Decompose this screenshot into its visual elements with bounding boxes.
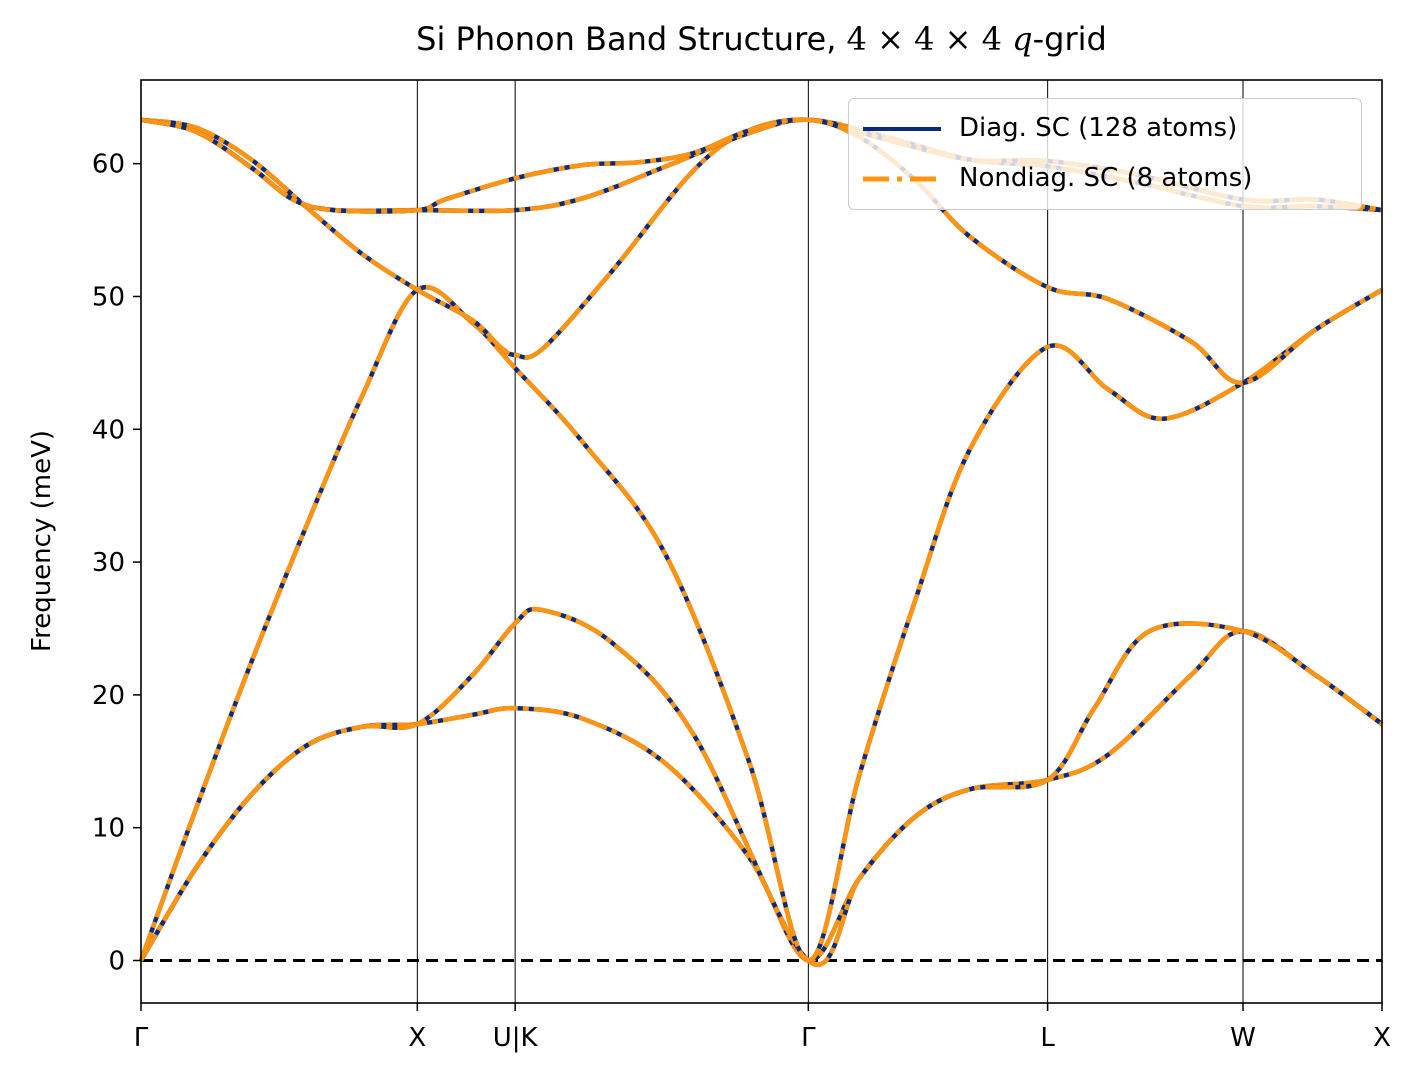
x-tick-label: Γ <box>134 1023 149 1053</box>
x-tick-label: L <box>1040 1023 1055 1053</box>
axes-frame <box>140 79 1383 1004</box>
y-tick-label: 40 <box>92 415 125 445</box>
band-diag-ta2 <box>139 606 1384 967</box>
legend-entry-nondiag: Nondiag. SC (8 atoms) <box>849 159 1361 199</box>
x-tick-label: X <box>1373 1023 1391 1053</box>
legend-swatch-dashdot <box>863 176 941 182</box>
chart-title-prefix: Si Phonon Band Structure, <box>416 20 847 58</box>
legend: Diag. SC (128 atoms) Nondiag. SC (8 atom… <box>848 98 1362 210</box>
y-tick-label: 50 <box>92 282 125 312</box>
band-nondiag-la <box>138 285 1384 963</box>
y-axis-label: Frequency (meV) <box>27 430 57 652</box>
y-tick-label: 20 <box>92 681 125 711</box>
x-tick-label: U|K <box>493 1023 539 1053</box>
y-tick-label: 10 <box>92 814 125 844</box>
band-nondiag-lo <box>140 117 1384 386</box>
chart-title-grid: 4 × 4 × 4 <box>846 20 1013 58</box>
phonon-bands <box>138 117 1384 967</box>
x-ticks: Γ X U|K Γ L W X <box>134 1003 1391 1053</box>
legend-swatch-solid <box>863 127 941 131</box>
x-tick-label: X <box>408 1023 426 1053</box>
chart-title-suffix: -grid <box>1032 20 1107 58</box>
y-tick-label: 30 <box>92 548 125 578</box>
y-ticks: 0 10 20 30 40 50 60 <box>92 150 141 977</box>
legend-label-diag: Diag. SC (128 atoms) <box>959 113 1238 143</box>
y-tick-label: 0 <box>108 947 125 977</box>
x-tick-label: Γ <box>801 1023 816 1053</box>
band-nondiag-ta2 <box>139 606 1384 967</box>
legend-label-nondiag: Nondiag. SC (8 atoms) <box>959 163 1253 193</box>
chart-title: Si Phonon Band Structure, 4 × 4 × 4 q-gr… <box>141 20 1382 58</box>
high-symmetry-lines <box>416 80 1244 1003</box>
legend-entry-diag: Diag. SC (128 atoms) <box>849 109 1361 149</box>
x-tick-label: W <box>1230 1023 1256 1053</box>
chart-title-q: q <box>1012 20 1033 58</box>
y-tick-label: 60 <box>92 150 125 180</box>
